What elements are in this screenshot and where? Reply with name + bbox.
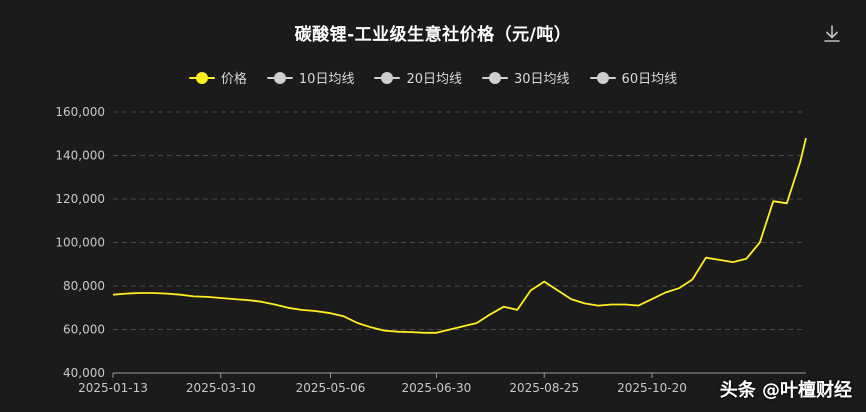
legend-label: 10日均线 bbox=[298, 72, 355, 87]
legend-swatch-icon bbox=[482, 71, 508, 84]
y-tick-label: 40,000 bbox=[63, 366, 105, 380]
legend-item-ma10[interactable]: 10日均线 bbox=[266, 68, 355, 87]
legend-label: 30日均线 bbox=[514, 72, 570, 87]
chart-title: 碳酸锂-工业级生意社价格（元/吨） bbox=[294, 25, 572, 45]
legend-label: 价格 bbox=[220, 72, 247, 87]
legend-dot bbox=[596, 71, 609, 84]
legend-item-price[interactable]: 价格 bbox=[188, 68, 247, 87]
legend-dot bbox=[273, 71, 286, 84]
legend-label: 20日均线 bbox=[406, 72, 462, 87]
legend-dot bbox=[489, 71, 501, 84]
x-tick-label: 2025-01-13 bbox=[78, 381, 148, 395]
legend-dot bbox=[195, 71, 208, 84]
x-tick-label: 2025-08-25 bbox=[509, 381, 579, 395]
x-tick-label: 2025-10-20 bbox=[617, 381, 687, 395]
legend-swatch-icon bbox=[188, 71, 215, 84]
y-tick-label: 140,000 bbox=[55, 149, 105, 163]
watermark-text: 头条 @叶檀财经 bbox=[719, 380, 852, 401]
price-series-line bbox=[112, 137, 807, 334]
x-tick-label: 2025-06-30 bbox=[402, 381, 472, 395]
x-tick-label: 2025-05-06 bbox=[296, 381, 366, 395]
legend-item-ma60[interactable]: 60日均线 bbox=[589, 68, 678, 87]
legend-swatch-icon bbox=[374, 71, 401, 84]
legend-item-ma30[interactable]: 30日均线 bbox=[482, 68, 570, 87]
y-tick-label: 120,000 bbox=[55, 192, 105, 206]
download-icon[interactable] bbox=[822, 24, 842, 44]
x-tick-label: 2025-03-10 bbox=[186, 381, 256, 395]
legend-dot bbox=[381, 71, 394, 84]
y-tick-label: 100,000 bbox=[55, 236, 105, 250]
y-tick-label: 80,000 bbox=[63, 279, 105, 293]
legend-item-ma20[interactable]: 20日均线 bbox=[374, 68, 462, 87]
legend-swatch-icon bbox=[589, 71, 616, 84]
legend-swatch-icon bbox=[266, 71, 293, 84]
y-tick-label: 60,000 bbox=[63, 323, 105, 337]
legend-label: 60日均线 bbox=[621, 72, 678, 87]
chart-legend: 价格 10日均线 20日均线 30日均线 60日均线 bbox=[0, 68, 866, 87]
y-tick-label: 160,000 bbox=[55, 105, 105, 119]
